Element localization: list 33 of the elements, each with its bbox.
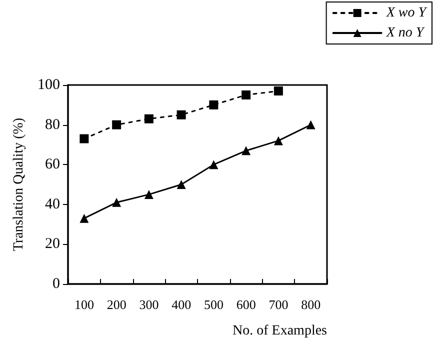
x-tick-label: 700 — [268, 297, 288, 312]
legend-label: X wo Y — [385, 6, 428, 20]
x-tick-label: 200 — [106, 297, 126, 312]
point — [209, 100, 218, 110]
x-tick-label: 100 — [74, 297, 94, 312]
point — [242, 90, 251, 100]
point — [144, 114, 154, 124]
point — [176, 110, 186, 120]
y-axis-title: Translation Quality (%) — [12, 118, 26, 252]
x-tick-label: 400 — [172, 297, 192, 312]
y-tick-label: 80 — [45, 116, 60, 133]
legend-label: X no Y — [385, 26, 426, 40]
point — [112, 120, 122, 130]
y-tick-label: 60 — [45, 156, 60, 173]
x-tick-label: 800 — [301, 297, 321, 312]
point — [274, 136, 283, 146]
x-axis-title: No. of Examples — [232, 324, 327, 338]
point — [274, 86, 283, 96]
point — [176, 180, 186, 189]
point — [112, 198, 122, 207]
point — [80, 134, 89, 144]
point — [242, 146, 251, 156]
y-tick-label: 0 — [52, 276, 60, 292]
x-tick-label: 600 — [236, 297, 256, 312]
point — [209, 160, 218, 170]
x-tick-label: 500 — [204, 297, 224, 312]
point — [306, 120, 316, 130]
x-tick-label: 300 — [139, 297, 159, 312]
point — [80, 214, 89, 223]
y-tick-label: 100 — [38, 77, 60, 93]
y-tick-label: 20 — [45, 236, 60, 252]
y-tick-label: 40 — [45, 196, 60, 212]
point — [144, 190, 154, 199]
